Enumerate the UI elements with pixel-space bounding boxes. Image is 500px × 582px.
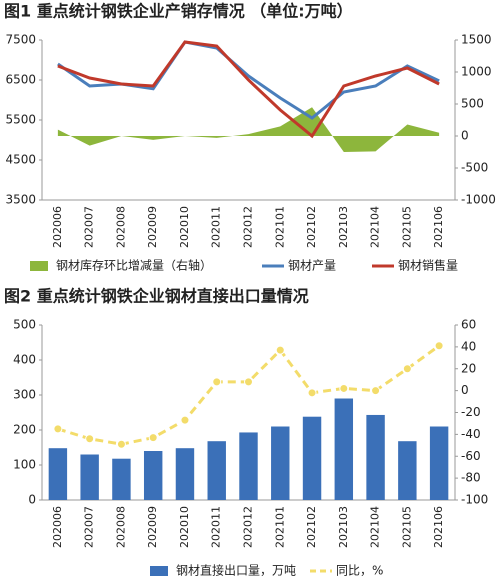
y2-tick-label: -40 <box>461 427 481 441</box>
y-tick-label: 7500 <box>5 33 36 47</box>
bar <box>143 451 163 500</box>
y-tick-label: 500 <box>13 318 36 332</box>
point <box>53 424 63 434</box>
x-tick-label: 202105 <box>400 506 413 548</box>
x-tick-label: 202104 <box>369 206 382 248</box>
y2-tick-label: -1000 <box>461 193 496 207</box>
x-tick-label: 202007 <box>83 206 96 248</box>
y-tick-label: 4500 <box>5 153 36 167</box>
bar <box>112 458 131 500</box>
bar <box>429 426 449 500</box>
y2-tick-label: 0 <box>461 129 469 143</box>
y2-tick-label: 500 <box>461 97 484 111</box>
point <box>180 415 190 425</box>
legend-label: 钢材销售量 <box>398 258 458 273</box>
bar <box>302 416 322 500</box>
y-tick-label: 5500 <box>5 113 36 127</box>
point <box>339 383 349 393</box>
bar <box>175 448 195 500</box>
x-tick-label: 202011 <box>210 206 223 248</box>
point <box>244 377 253 387</box>
x-tick-label: 202010 <box>178 506 191 548</box>
chart-title: 图1 重点统计钢铁企业产销存情况 （单位:万吨） <box>4 2 353 21</box>
x-tick-label: 202007 <box>83 506 96 548</box>
y2-tick-label: 0 <box>461 383 469 397</box>
bar <box>398 441 417 500</box>
legend-label: 钢材库存环比增减量（右轴） <box>56 258 212 273</box>
point <box>307 388 317 398</box>
bar <box>48 448 68 500</box>
x-tick-label: 202009 <box>146 206 159 248</box>
x-tick-label: 202011 <box>210 506 223 548</box>
x-tick-label: 202103 <box>337 206 350 248</box>
x-tick-label: 202010 <box>178 206 191 248</box>
point <box>402 364 412 374</box>
y-tick-label: 100 <box>13 458 36 472</box>
y2-tick-label: 40 <box>461 339 476 353</box>
y2-tick-label: 60 <box>461 318 476 332</box>
x-tick-label: 202012 <box>242 206 255 248</box>
x-tick-label: 202105 <box>400 206 413 248</box>
x-tick-label: 202102 <box>305 206 318 248</box>
y-tick-label: 400 <box>13 353 36 367</box>
legend-swatch <box>30 261 48 271</box>
x-tick-label: 202006 <box>51 506 64 548</box>
area <box>57 107 440 152</box>
y2-tick-label: 20 <box>461 361 476 375</box>
y-tick-label: 3500 <box>5 193 36 207</box>
legend-label: 同比，% <box>336 564 383 578</box>
y2-tick-label: -80 <box>461 471 481 485</box>
legend-label: 钢材直接出口量，万吨 <box>176 563 296 578</box>
x-tick-label: 202106 <box>432 206 445 248</box>
x-tick-label: 202101 <box>273 206 286 248</box>
point <box>85 434 95 444</box>
point <box>371 386 381 396</box>
y-tick-label: 6500 <box>5 73 36 87</box>
point <box>148 433 158 443</box>
x-tick-label: 202101 <box>273 506 286 548</box>
y2-tick-label: 1500 <box>461 33 492 47</box>
y-tick-label: 200 <box>13 423 36 437</box>
point <box>212 377 222 387</box>
bar <box>239 432 258 500</box>
bar <box>207 441 226 500</box>
y-tick-label: 300 <box>13 388 36 402</box>
x-tick-label: 202104 <box>369 506 382 548</box>
point <box>275 345 285 355</box>
x-tick-label: 202012 <box>242 506 255 548</box>
y2-tick-label: -100 <box>461 493 488 507</box>
line <box>57 40 440 139</box>
chart-title: 图2 重点统计钢铁企业钢材直接出口量情况 <box>4 287 309 306</box>
x-tick-label: 202008 <box>114 206 127 248</box>
x-tick-label: 202008 <box>114 506 127 548</box>
x-tick-label: 202106 <box>432 506 445 548</box>
bar <box>271 426 290 500</box>
x-tick-label: 202009 <box>146 506 159 548</box>
y2-tick-label: 1000 <box>461 65 492 79</box>
bar <box>80 454 99 500</box>
x-tick-label: 202102 <box>305 506 318 548</box>
y2-tick-label: -20 <box>461 405 481 419</box>
bar <box>366 414 385 500</box>
y-tick-label: 0 <box>28 493 36 507</box>
legend-swatch <box>150 566 168 576</box>
y2-tick-label: -60 <box>461 449 481 463</box>
point <box>116 439 126 449</box>
point <box>434 341 444 351</box>
x-tick-label: 202103 <box>337 506 350 548</box>
x-tick-label: 202006 <box>51 206 64 248</box>
bar <box>334 398 354 500</box>
legend-label: 钢材产量 <box>288 259 336 273</box>
y2-tick-label: -500 <box>461 161 488 175</box>
